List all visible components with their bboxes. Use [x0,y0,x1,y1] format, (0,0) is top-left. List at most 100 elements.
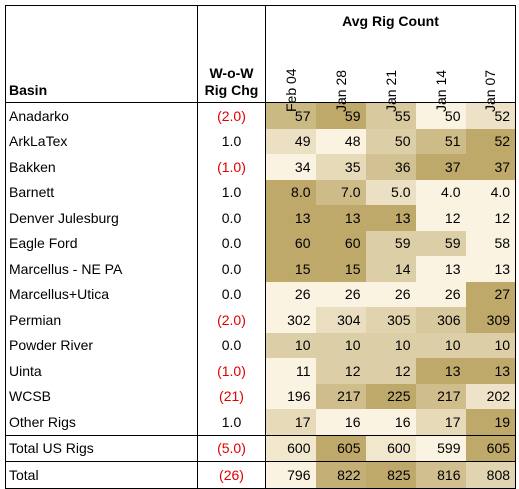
table-row: Powder River 0.0 10 10 10 10 10 [5,332,517,358]
rig-count-cell: 15 [265,256,316,282]
rig-count-cell: 202 [465,383,517,409]
total-row: Total (26) 796 822 825 816 808 [5,461,517,489]
basin-name: Total US Rigs [5,434,198,462]
wow-header-line1: W-o-W [209,65,254,81]
rig-count-cell: 14 [365,256,416,282]
rig-count-cell: 822 [315,461,366,489]
table-row: Bakken (1.0) 34 35 36 37 37 [5,154,517,180]
rig-count-cell: 15 [315,256,366,282]
date-header-jan-14: Jan 14 [415,36,466,112]
rig-count-cell: 59 [415,230,466,256]
rig-count-cell: 302 [265,307,316,333]
rig-count-cell: 19 [465,409,517,435]
rig-count-cell: 50 [365,128,416,154]
rig-count-cell: 58 [465,230,517,256]
basin-name: Powder River [5,332,198,358]
rig-count-cell: 8.0 [265,179,316,205]
basin-name: Barnett [5,179,198,205]
wow-change: 1.0 [197,128,266,154]
rig-count-cell: 600 [365,434,416,462]
rig-count-cell: 51 [415,128,466,154]
wow-change: 1.0 [197,179,266,205]
date-label: Jan 07 [482,69,499,112]
rig-count-cell: 605 [315,434,366,462]
rig-count-cell: 12 [365,358,416,384]
rig-count-cell: 10 [415,332,466,358]
rig-count-cell: 10 [365,332,416,358]
date-header-jan-21: Jan 21 [365,36,416,112]
date-label: Jan 14 [432,69,449,112]
rig-count-cell: 37 [415,154,466,180]
table-row: Marcellus - NE PA 0.0 15 15 14 13 13 [5,256,517,282]
rig-count-cell: 60 [265,230,316,256]
basin-name: ArkLaTex [5,128,198,154]
rig-count-cell: 605 [465,434,517,462]
rig-count-cell: 26 [265,281,316,307]
rig-count-table: Basin W-o-W Rig Chg Avg Rig Count Feb 04… [5,5,517,489]
rig-count-cell: 48 [315,128,366,154]
rig-count-cell: 5.0 [365,179,416,205]
rig-count-cell: 217 [415,383,466,409]
rig-count-cell: 10 [465,332,517,358]
rig-count-cell: 16 [315,409,366,435]
rig-count-cell: 13 [415,256,466,282]
basin-name: Marcellus+Utica [5,281,198,307]
table-body: Anadarko (2.0) 57 59 55 50 52 ArkLaTex 1.0 49 48 50… [5,102,517,489]
wow-change: 0.0 [197,332,266,358]
wow-rig-change-header: W-o-W Rig Chg [197,5,266,103]
table-row: Permian (2.0) 302 304 305 306 309 [5,307,517,333]
date-label: Feb 04 [282,68,299,112]
rig-count-cell: 27 [465,281,517,307]
rig-count-cell: 12 [465,205,517,231]
table-row: Marcellus+Utica 0.0 26 26 26 26 27 [5,281,517,307]
table-row: Uinta (1.0) 11 12 12 13 13 [5,358,517,384]
rig-count-cell: 17 [265,409,316,435]
wow-change: (1.0) [197,154,266,180]
rig-count-cell: 26 [415,281,466,307]
wow-change: 1.0 [197,409,266,435]
basin-name: WCSB [5,383,198,409]
rig-count-cell: 59 [315,102,366,129]
rig-count-cell: 13 [315,205,366,231]
rig-count-cell: 4.0 [415,179,466,205]
rig-count-cell: 796 [265,461,316,489]
wow-change: 0.0 [197,281,266,307]
basin-name: Marcellus - NE PA [5,256,198,282]
table-row: Other Rigs 1.0 17 16 16 17 19 [5,409,517,435]
table-row: Denver Julesburg 0.0 13 13 13 12 12 [5,205,517,231]
rig-count-cell: 13 [265,205,316,231]
rig-count-cell: 217 [315,383,366,409]
table-row: ArkLaTex 1.0 49 48 50 51 52 [5,128,517,154]
rig-count-cell: 599 [415,434,466,462]
rig-count-cell: 4.0 [465,179,517,205]
rig-count-cell: 304 [315,307,366,333]
rig-count-cell: 35 [315,154,366,180]
basin-column-header: Basin [5,5,198,103]
rig-count-cell: 309 [465,307,517,333]
basin-name: Anadarko [5,102,198,129]
rig-count-cell: 52 [465,128,517,154]
rig-count-cell: 7.0 [315,179,366,205]
rig-count-cell: 196 [265,383,316,409]
date-header-jan-28: Jan 28 [315,36,366,112]
date-header-jan-07: Jan 07 [465,36,517,112]
rig-count-cell: 16 [365,409,416,435]
table-row: Anadarko (2.0) 57 59 55 50 52 [5,102,517,129]
rig-count-cell: 13 [365,205,416,231]
avg-rig-count-header: Avg Rig Count [265,5,517,36]
rig-count-cell: 305 [365,307,416,333]
total-us-rigs-row: Total US Rigs (5.0) 600 605 600 599 605 [5,434,517,462]
rig-count-cell: 49 [265,128,316,154]
wow-change: (2.0) [197,307,266,333]
wow-change: (21) [197,383,266,409]
rig-count-cell: 13 [465,358,517,384]
rig-count-cell: 34 [265,154,316,180]
rig-count-cell: 600 [265,434,316,462]
wow-change: (1.0) [197,358,266,384]
wow-change: (5.0) [197,434,266,462]
wow-change: (2.0) [197,102,266,129]
rig-count-cell: 816 [415,461,466,489]
wow-change: 0.0 [197,205,266,231]
rig-count-cell: 12 [415,205,466,231]
wow-change: 0.0 [197,230,266,256]
